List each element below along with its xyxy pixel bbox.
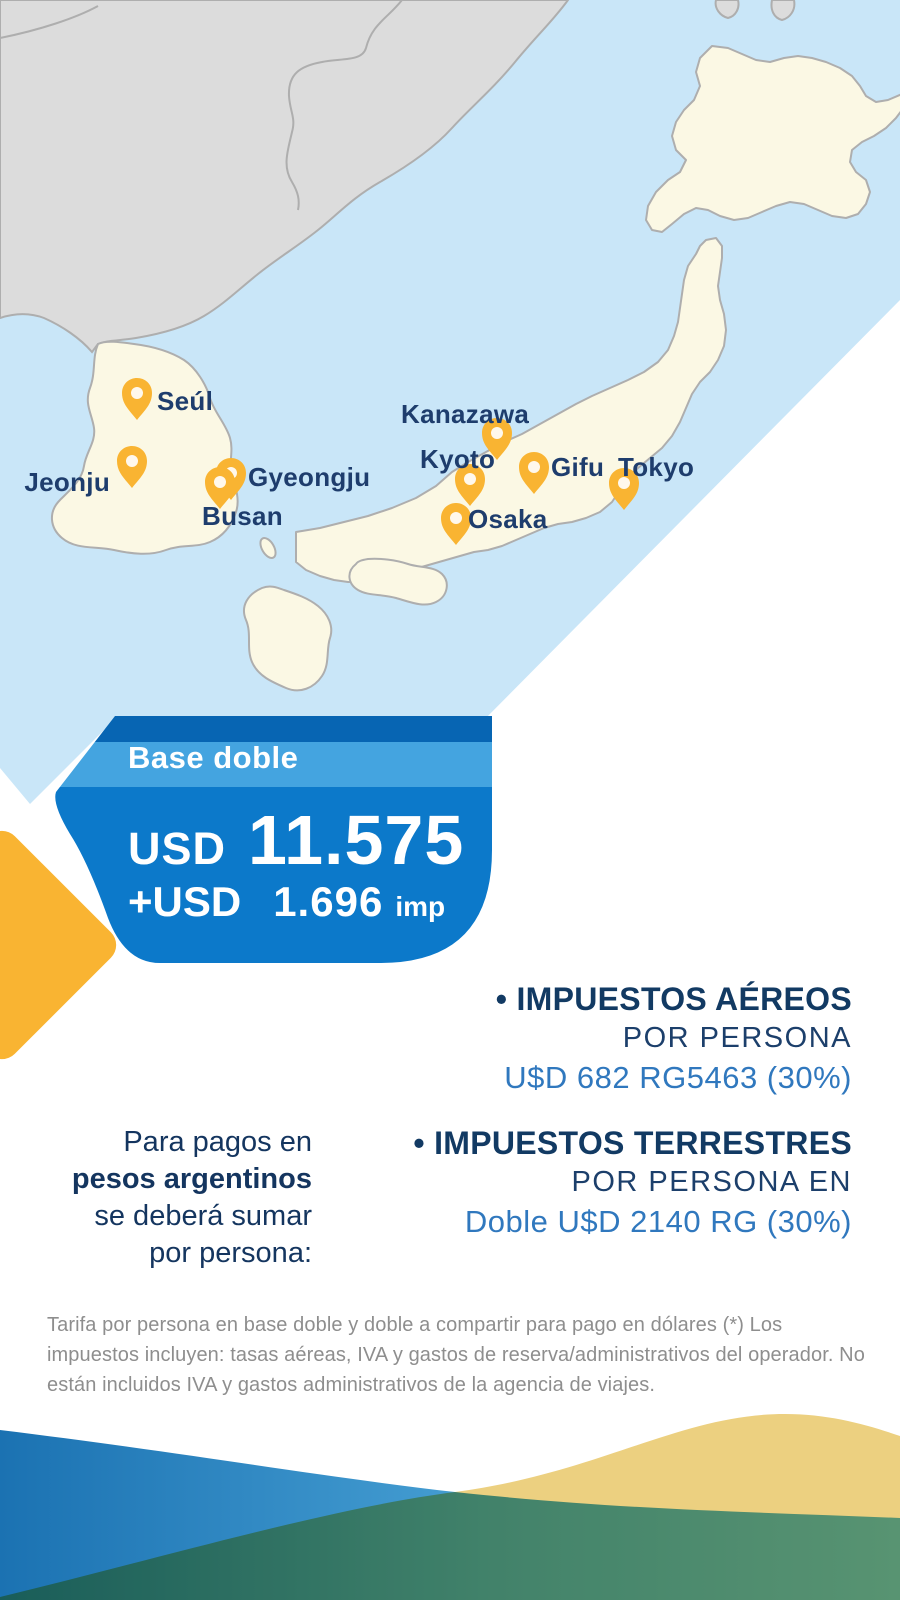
sakhalin-island-2	[770, 0, 796, 22]
tax-land-title: • IMPUESTOS TERRESTRES	[413, 1125, 852, 1161]
city-label-jeonju: Jeonju	[24, 467, 110, 497]
city-label-gifu: Gifu	[551, 452, 605, 482]
shikoku-shape	[348, 557, 448, 606]
city-label-busan: Busan	[202, 501, 283, 531]
price-tax-row: +USD 1.696 imp	[128, 878, 445, 926]
tax-air-value: U$D 682 RG5463 (30%)	[504, 1060, 852, 1095]
pesos-note: Para pagos en pesos argentinos se deberá…	[40, 1124, 312, 1272]
pesos-note-line3: se deberá sumar	[94, 1200, 312, 1232]
country-border-line	[285, 0, 403, 211]
tax-air-subtitle: POR PERSONA	[622, 1022, 852, 1054]
price-tax-amount: 1.696	[273, 878, 384, 925]
price-amount: 11.575	[248, 801, 465, 879]
city-label-seul: Seúl	[157, 386, 214, 416]
city-label-tokyo: Tokyo	[618, 452, 695, 482]
disclaimer-text: Tarifa por persona en base doble y doble…	[47, 1314, 865, 1396]
tax-air-title: • IMPUESTOS AÉREOS	[495, 981, 852, 1017]
country-border-line-2	[0, 5, 99, 39]
price-tax-currency: +USD	[128, 878, 242, 925]
tsushima-island	[259, 537, 277, 559]
city-label-kanazawa: Kanazawa	[401, 399, 530, 429]
tax-block-land: • IMPUESTOS TERRESTRES POR PERSONA EN Do…	[292, 1124, 852, 1241]
hokkaido-shape	[645, 45, 900, 233]
price-badge-shape	[55, 716, 492, 963]
tax-land-subtitle: POR PERSONA EN	[571, 1166, 852, 1198]
tax-land-value: Doble U$D 2140 RG (30%)	[464, 1204, 852, 1239]
price-currency: USD	[128, 823, 227, 874]
tax-block-air: • IMPUESTOS AÉREOS POR PERSONA U$D 682 R…	[292, 980, 852, 1097]
pesos-note-line4: por persona:	[149, 1237, 312, 1269]
pesos-note-line1: Para pagos en	[123, 1126, 312, 1158]
price-main-row: USD 11.575	[128, 800, 464, 880]
continent-shape	[0, 0, 570, 354]
sakhalin-island	[714, 0, 740, 20]
korea-shape	[51, 340, 239, 555]
pesos-note-line2: pesos argentinos	[71, 1163, 312, 1195]
price-tax-unit: imp	[395, 891, 446, 922]
city-label-kyoto: Kyoto	[420, 444, 496, 474]
city-label-osaka: Osaka	[468, 504, 548, 534]
accent-diamond-shape	[0, 830, 117, 1060]
wave-sand-shape	[0, 1414, 900, 1600]
honshu-shape	[295, 237, 727, 583]
city-label-gyeongju: Gyeongju	[248, 462, 371, 492]
kyushu-shape	[243, 585, 333, 692]
price-badge-title: Base doble	[128, 740, 299, 775]
